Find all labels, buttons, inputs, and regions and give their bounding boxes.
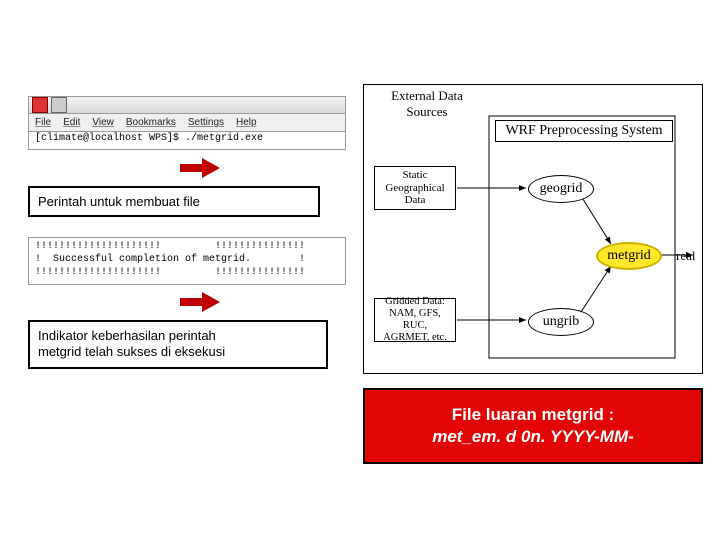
real-label: real bbox=[676, 248, 695, 264]
window-icon bbox=[51, 97, 67, 113]
terminal-line: !!!!!!!!!!!!!!!!!!!!! !!!!!!!!!!!!!!! bbox=[35, 267, 305, 278]
static-geo-box: Static Geographical Data bbox=[374, 166, 456, 210]
label-line: Sources bbox=[382, 104, 472, 120]
banner-line: File luaran metgrid : bbox=[452, 404, 614, 426]
external-data-label: External Data Sources bbox=[382, 88, 472, 120]
banner-line: met_em. d 0n. YYYY-MM- bbox=[432, 426, 634, 448]
metgrid-node: metgrid bbox=[596, 242, 662, 270]
arrow-right-icon bbox=[180, 158, 220, 178]
menu-item[interactable]: View bbox=[92, 117, 114, 128]
output-file-banner: File luaran metgrid : met_em. d 0n. YYYY… bbox=[363, 388, 703, 464]
terminal-prompt: [climate@localhost WPS]$ bbox=[35, 133, 185, 144]
window-icon bbox=[32, 97, 48, 113]
terminal-command: ./metgrid.exe bbox=[185, 133, 263, 144]
caption-command: Perintah untuk membuat file bbox=[28, 186, 320, 217]
label-line: Data bbox=[405, 194, 426, 207]
caption-success: Indikator keberhasilan perintah metgrid … bbox=[28, 320, 328, 369]
label-line: Geographical bbox=[385, 182, 444, 195]
geogrid-node: geogrid bbox=[528, 175, 594, 203]
terminal-output-1: [climate@localhost WPS]$ ./metgrid.exe bbox=[28, 132, 346, 150]
menu-item[interactable]: Help bbox=[236, 117, 257, 128]
wps-title-box: WRF Preprocessing System bbox=[495, 120, 673, 142]
terminal-output-2: !!!!!!!!!!!!!!!!!!!!! !!!!!!!!!!!!!!! ! … bbox=[28, 237, 346, 285]
menu-item[interactable]: Edit bbox=[63, 117, 80, 128]
caption-line: metgrid telah sukses di eksekusi bbox=[38, 344, 318, 360]
caption-text: Perintah untuk membuat file bbox=[38, 194, 200, 209]
arrow-right-icon bbox=[180, 292, 220, 312]
menu-item[interactable]: File bbox=[35, 117, 51, 128]
label-line: Gridded Data: bbox=[385, 296, 445, 308]
terminal-line: ! Successful completion of metgrid. ! bbox=[35, 254, 305, 265]
terminal-window-titlebar bbox=[28, 96, 346, 114]
ungrib-node: ungrib bbox=[528, 308, 594, 336]
menu-item[interactable]: Bookmarks bbox=[126, 117, 176, 128]
label-line: NAM, GFS, RUC, bbox=[379, 308, 451, 332]
menu-item[interactable]: Settings bbox=[188, 117, 224, 128]
terminal-line: !!!!!!!!!!!!!!!!!!!!! !!!!!!!!!!!!!!! bbox=[35, 241, 305, 252]
terminal-menubar: File Edit View Bookmarks Settings Help bbox=[28, 114, 346, 132]
label-line: Static bbox=[402, 169, 427, 182]
label-line: External Data bbox=[382, 88, 472, 104]
caption-line: Indikator keberhasilan perintah bbox=[38, 328, 318, 344]
gridded-data-box: Gridded Data: NAM, GFS, RUC, AGRMET, etc… bbox=[374, 298, 456, 342]
label-line: AGRMET, etc. bbox=[383, 332, 447, 344]
